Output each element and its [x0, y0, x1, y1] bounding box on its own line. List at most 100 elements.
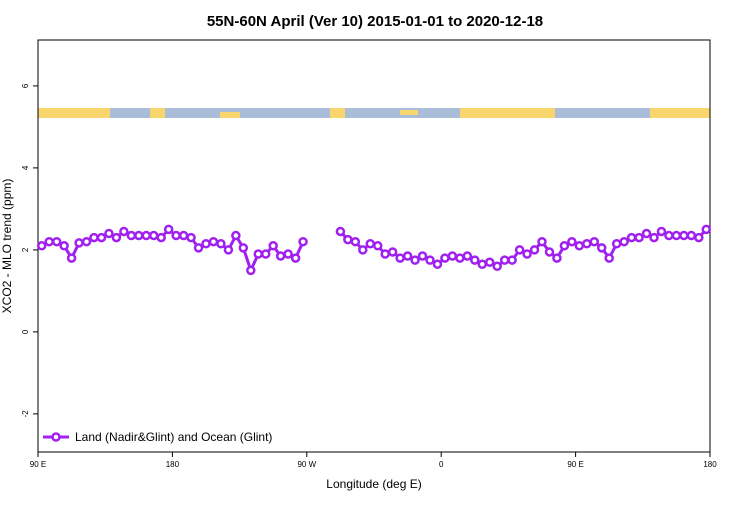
data-point — [335, 226, 346, 237]
data-point — [298, 236, 308, 247]
legend-label: Land (Nadir&Glint) and Ocean (Glint) — [75, 430, 272, 444]
y-tick-label: 6 — [21, 83, 30, 88]
data-point — [283, 249, 293, 259]
data-point — [671, 230, 682, 241]
data-point — [268, 241, 278, 251]
data-point — [440, 253, 450, 263]
data-point — [634, 232, 644, 243]
chart-title: 55N-60N April (Ver 10) 2015-01-01 to 202… — [207, 13, 543, 30]
data-point — [119, 226, 129, 237]
x-tick-label: 90 E — [567, 460, 583, 469]
x-tick-label: 180 — [166, 460, 180, 469]
data-point — [529, 245, 540, 255]
data-point — [148, 230, 159, 241]
data-point — [201, 238, 211, 249]
data-point — [425, 255, 435, 265]
data-point — [522, 249, 532, 259]
data-point — [499, 255, 510, 265]
data-point — [455, 253, 465, 263]
data-point — [51, 236, 62, 247]
data-point — [574, 241, 585, 251]
data-point — [395, 253, 405, 263]
data-point — [701, 224, 712, 235]
data-point — [134, 230, 144, 241]
y-tick-label: 2 — [21, 247, 30, 252]
data-point — [89, 232, 99, 243]
data-point — [275, 251, 286, 261]
data-point — [246, 265, 256, 276]
data-point — [589, 236, 600, 247]
data-point — [156, 232, 166, 243]
data-point — [343, 234, 353, 245]
data-point — [111, 232, 122, 243]
data-point — [664, 230, 674, 241]
world-map-strip — [38, 108, 710, 118]
data-point — [611, 238, 622, 249]
data-point — [74, 238, 84, 248]
data-point — [641, 228, 652, 239]
data-point — [104, 228, 114, 239]
data-point — [36, 241, 47, 251]
data-point — [350, 236, 361, 247]
data-point — [186, 232, 196, 243]
data-point — [253, 249, 264, 259]
data-point — [290, 253, 301, 263]
data-point — [537, 236, 547, 247]
data-point — [59, 241, 69, 251]
data-point — [141, 230, 152, 241]
data-point — [686, 230, 697, 241]
x-tick-label: 90 E — [30, 460, 46, 469]
x-axis-label: Longitude (deg E) — [326, 477, 421, 491]
data-point — [507, 255, 517, 265]
y-tick-label: -2 — [21, 410, 30, 418]
data-point — [694, 232, 704, 243]
data-point — [470, 255, 480, 265]
data-point — [44, 236, 54, 247]
data-point — [619, 236, 629, 247]
data-point — [216, 238, 226, 249]
data-point — [649, 232, 659, 243]
data-point — [387, 247, 398, 257]
y-tick-label: 0 — [21, 329, 30, 334]
data-point — [582, 238, 592, 249]
data-point — [492, 261, 502, 272]
x-tick-label: 180 — [703, 460, 717, 469]
data-point — [567, 236, 577, 247]
data-point — [365, 238, 376, 249]
data-point — [260, 249, 271, 259]
x-tick-label: 90 W — [297, 460, 316, 469]
x-tick-label: 0 — [439, 460, 444, 469]
data-point — [208, 236, 219, 247]
data-point — [462, 251, 473, 261]
data-point — [604, 253, 614, 263]
data-point — [559, 241, 570, 251]
data-point — [477, 259, 488, 269]
data-point — [231, 230, 241, 241]
data-point — [410, 255, 420, 265]
data-point — [484, 257, 495, 267]
legend: Land (Nadir&Glint) and Ocean (Glint) — [43, 430, 272, 444]
data-point — [596, 243, 607, 253]
data-point — [417, 251, 428, 261]
y-axis-label: XCO2 - MLO trend (ppm) — [0, 179, 14, 314]
data-point — [66, 253, 77, 263]
y-tick-label: 4 — [21, 165, 30, 170]
data-point — [178, 230, 189, 241]
data-point — [626, 232, 637, 243]
data-point — [223, 245, 234, 255]
data-point — [447, 251, 458, 261]
data-point — [544, 247, 555, 257]
data-point — [552, 253, 562, 263]
legend-marker — [51, 432, 61, 442]
data-point — [163, 224, 174, 235]
data-point — [126, 230, 137, 241]
data-point — [656, 226, 667, 237]
data-point — [171, 230, 181, 241]
data-point — [679, 230, 689, 241]
data-point — [432, 259, 443, 269]
data-point — [358, 245, 368, 255]
data-point — [372, 241, 383, 251]
data-point — [193, 243, 204, 253]
data-point — [81, 236, 92, 247]
